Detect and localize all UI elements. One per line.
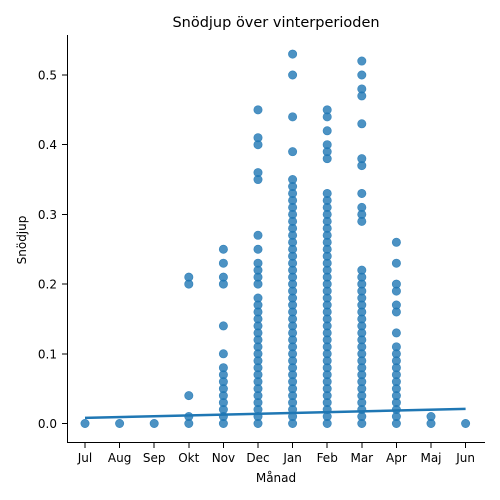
data-point bbox=[391, 342, 401, 352]
x-tick-label: Aug bbox=[108, 451, 131, 465]
x-tick-label: Dec bbox=[246, 451, 269, 465]
data-point bbox=[357, 84, 367, 94]
x-tick-label: Apr bbox=[386, 451, 407, 465]
data-point bbox=[288, 175, 298, 185]
data-point bbox=[322, 105, 332, 115]
x-tick-label: Feb bbox=[317, 451, 338, 465]
x-tick-label: Jun bbox=[455, 451, 475, 465]
y-tick-label: 0.3 bbox=[38, 208, 57, 222]
data-point bbox=[218, 244, 228, 254]
data-point bbox=[149, 418, 159, 428]
y-tick-label: 0.5 bbox=[38, 69, 57, 83]
data-point bbox=[80, 418, 90, 428]
data-point bbox=[391, 237, 401, 247]
y-tick-label: 0.4 bbox=[38, 138, 57, 152]
data-point bbox=[357, 154, 367, 164]
data-point bbox=[426, 412, 436, 422]
data-point bbox=[253, 168, 263, 178]
x-tick-label: Maj bbox=[420, 451, 441, 465]
data-point bbox=[253, 293, 263, 303]
data-point bbox=[322, 140, 332, 150]
data-point bbox=[391, 258, 401, 268]
data-point bbox=[461, 418, 471, 428]
x-tick-label: Jan bbox=[282, 451, 302, 465]
x-tick-label: Mar bbox=[350, 451, 373, 465]
x-tick-label: Nov bbox=[212, 451, 235, 465]
x-tick-label: Sep bbox=[143, 451, 166, 465]
chart-title: Snödjup över vinterperioden bbox=[172, 15, 379, 31]
data-point bbox=[218, 321, 228, 331]
data-point bbox=[253, 105, 263, 115]
data-point bbox=[357, 188, 367, 198]
data-point bbox=[322, 188, 332, 198]
x-tick-label: Okt bbox=[178, 451, 199, 465]
x-ticks: Jul Aug Sep Okt Nov Dec Jan Feb Mar Apr Maj Jun bbox=[77, 443, 475, 465]
regression-line bbox=[84, 407, 466, 420]
y-tick-label: 0.0 bbox=[38, 417, 57, 431]
data-point bbox=[322, 126, 332, 136]
data-point bbox=[218, 272, 228, 282]
data-point bbox=[357, 119, 367, 129]
y-ticks: 0.0 0.1 0.2 0.3 0.4 0.5 bbox=[38, 69, 67, 431]
data-point bbox=[218, 363, 228, 373]
x-tick-label: Jul bbox=[77, 451, 92, 465]
data-point bbox=[357, 70, 367, 80]
data-point bbox=[253, 244, 263, 254]
data-point bbox=[357, 56, 367, 66]
data-point bbox=[357, 265, 367, 275]
y-tick-label: 0.1 bbox=[38, 347, 57, 361]
data-point bbox=[391, 279, 401, 289]
y-axis-title: Snödjup bbox=[15, 216, 29, 265]
data-point bbox=[391, 300, 401, 310]
data-point bbox=[218, 349, 228, 359]
data-point bbox=[253, 258, 263, 268]
points-layer bbox=[80, 49, 471, 428]
data-point bbox=[218, 258, 228, 268]
y-tick-label: 0.2 bbox=[38, 278, 57, 292]
data-point bbox=[391, 328, 401, 338]
data-point bbox=[288, 49, 298, 59]
data-point bbox=[357, 202, 367, 212]
data-point bbox=[184, 391, 194, 401]
data-point bbox=[115, 418, 125, 428]
data-point bbox=[288, 112, 298, 122]
data-point bbox=[253, 133, 263, 143]
data-point bbox=[288, 147, 298, 157]
x-axis-title: Månad bbox=[256, 471, 296, 485]
data-point bbox=[184, 272, 194, 282]
data-point bbox=[253, 230, 263, 240]
regression-layer bbox=[84, 407, 466, 420]
data-point bbox=[288, 70, 298, 80]
